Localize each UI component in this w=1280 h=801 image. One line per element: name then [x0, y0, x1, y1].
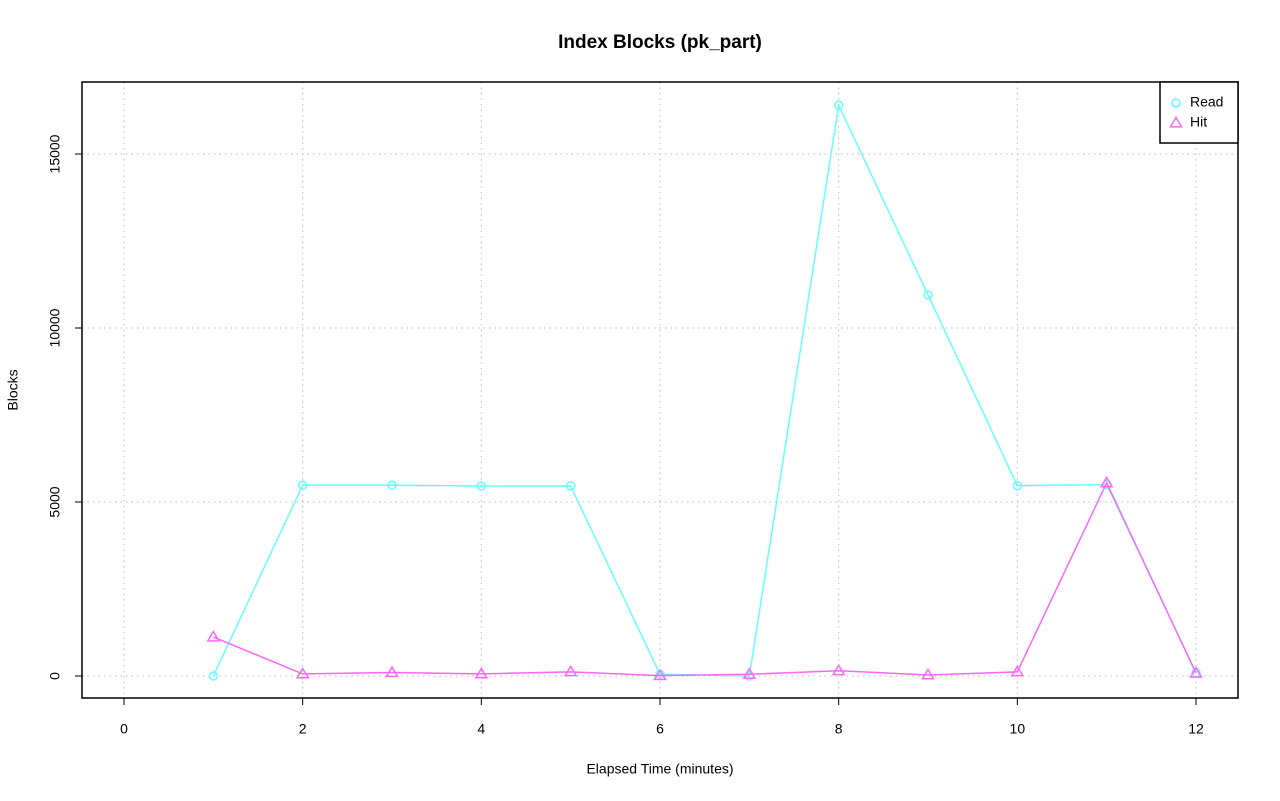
point: [206, 630, 221, 642]
point: [831, 663, 846, 676]
x-tick-label: 4: [477, 721, 485, 737]
x-tick-label: 6: [656, 721, 664, 737]
x-tick-label: 0: [120, 721, 128, 737]
plot-frame: [81, 81, 1239, 699]
y-tick-label: 10000: [47, 308, 63, 347]
point: [474, 666, 489, 679]
x-tick-label: 2: [299, 721, 307, 737]
x-tick-label: 10: [1010, 721, 1026, 737]
x-tick-label: 8: [835, 721, 843, 737]
point: [297, 480, 308, 491]
y-axis-label: Blocks: [5, 369, 21, 410]
point: [565, 481, 576, 491]
legend-marker: [1169, 116, 1183, 128]
point: [921, 667, 935, 680]
point: [387, 480, 397, 491]
x-tick-label: 12: [1188, 721, 1204, 737]
point: [1099, 475, 1114, 488]
legend-box: [1159, 81, 1239, 144]
point: [1010, 664, 1025, 677]
x-axis-label: Elapsed Time (minutes): [586, 761, 733, 777]
point: [1189, 666, 1203, 678]
point: [295, 666, 310, 679]
point: [742, 667, 757, 679]
legend-label: Read: [1190, 94, 1223, 110]
series-line: [213, 481, 1197, 677]
point: [208, 671, 219, 681]
point: [476, 481, 487, 491]
legend-label: Hit: [1190, 114, 1207, 130]
y-tick-label: 0: [47, 672, 63, 680]
point: [385, 665, 399, 678]
point: [833, 100, 844, 111]
y-tick-label: 15000: [47, 134, 63, 173]
point: [923, 290, 933, 300]
point: [563, 664, 578, 677]
legend-marker: [1171, 98, 1181, 108]
y-tick-label: 5000: [47, 486, 63, 517]
point: [653, 668, 667, 681]
point: [1012, 480, 1023, 491]
chart-title: Index Blocks (pk_part): [558, 32, 762, 53]
